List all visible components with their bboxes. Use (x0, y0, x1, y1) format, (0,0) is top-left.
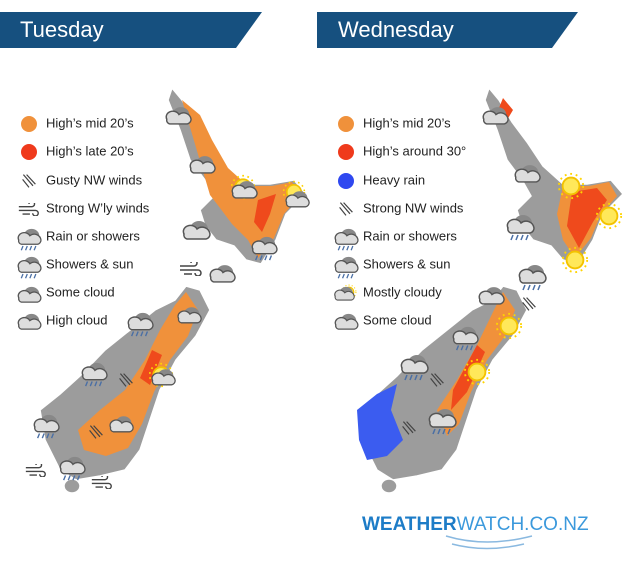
legend-label: Gusty NW winds (46, 172, 143, 187)
logo: WEATHERWATCH.CO.NZ (362, 514, 589, 550)
legend-label: Some cloud (46, 284, 115, 299)
header-banner (317, 12, 578, 48)
panel-tuesday: Tuesday (0, 12, 310, 494)
legend-label: Showers & sun (363, 256, 450, 271)
legend-label: Heavy rain (363, 172, 425, 187)
heavy-rain-area (357, 384, 403, 460)
legend-label: Strong NW winds (363, 200, 464, 215)
legends: High’s mid 20’s High’s late 20’s Gusty NW … (46, 115, 466, 327)
legend-label: High cloud (46, 312, 107, 327)
hot-area (451, 345, 485, 410)
legend-label: Rain or showers (46, 228, 140, 243)
legend-label: Some cloud (363, 312, 432, 327)
legend-label: High’s mid 20’s (363, 115, 451, 130)
legend-label: Strong W’ly winds (46, 200, 150, 215)
legend-label: Mostly cloudy (363, 284, 442, 299)
hot-area (140, 350, 162, 385)
legend-label: High’s late 20’s (46, 143, 134, 158)
header-banner (0, 12, 262, 48)
hot-area (254, 194, 276, 232)
warm-area (78, 292, 198, 456)
legend-label: Showers & sun (46, 256, 133, 271)
legend-label: Rain or showers (363, 228, 457, 243)
warm-area (182, 100, 300, 258)
panel-title: Tuesday (20, 17, 104, 42)
panel-title: Wednesday (338, 17, 454, 42)
hot-area (499, 98, 513, 120)
legend-label: High’s around 30° (363, 143, 466, 158)
legend-label: High’s mid 20’s (46, 115, 134, 130)
hot-area (567, 188, 607, 248)
logo-rest: WATCH.CO.NZ (457, 514, 589, 535)
logo-bold: WEATHER (362, 514, 457, 535)
logo-text: WEATHERWATCH.CO.NZ (362, 514, 589, 535)
panel-wednesday: Wednesday (317, 12, 624, 494)
